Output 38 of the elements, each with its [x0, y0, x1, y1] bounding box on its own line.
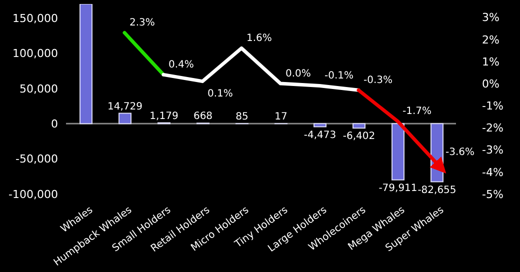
- bar: [392, 123, 404, 180]
- data-label: 1,179: [150, 110, 178, 122]
- data-label: 2.3%: [130, 18, 155, 29]
- data-label: 0.1%: [208, 88, 233, 100]
- bar: [352, 123, 366, 129]
- y2-tick-label: 3%: [482, 11, 500, 24]
- data-label: 85: [236, 112, 248, 123]
- data-label: 1.6%: [246, 33, 272, 44]
- data-label: -82,655: [418, 184, 456, 196]
- y-tick-label: -100,000: [8, 188, 58, 201]
- bar: [80, 4, 92, 124]
- data-label: -0.3%: [364, 75, 393, 86]
- data-label: 668: [193, 111, 213, 122]
- y2-tick-label: -2%: [482, 122, 504, 135]
- y2-tick-label: -3%: [482, 144, 504, 157]
- data-label: 0.0%: [286, 68, 311, 80]
- data-label: 14,729: [108, 101, 142, 112]
- data-label: -6,402: [342, 131, 376, 142]
- data-label: -0.1%: [324, 70, 354, 82]
- y-tick-label: 150,000: [12, 12, 58, 25]
- data-label: -1.7%: [402, 106, 432, 118]
- data-label: -4,473: [304, 130, 336, 141]
- y2-tick-label: 1%: [482, 55, 500, 68]
- y-tick-label: -50,000: [16, 152, 58, 166]
- y2-tick-label: -5%: [482, 188, 504, 201]
- y-tick-label: 0: [51, 118, 58, 131]
- y2-tick-label: -4%: [482, 166, 504, 179]
- y-tick-label: 100,000: [12, 47, 58, 60]
- data-label: 0.4%: [168, 60, 194, 71]
- y2-tick-label: 0%: [482, 77, 500, 90]
- y-tick-label: 50,000: [20, 82, 58, 96]
- y2-tick-label: 2%: [482, 33, 500, 46]
- data-label: -3.6%: [446, 147, 475, 158]
- data-label: -79,911: [378, 182, 418, 194]
- y2-tick-label: -1%: [482, 100, 504, 113]
- bar: [314, 123, 326, 128]
- data-label: 17: [274, 112, 288, 123]
- bar: [118, 112, 132, 124]
